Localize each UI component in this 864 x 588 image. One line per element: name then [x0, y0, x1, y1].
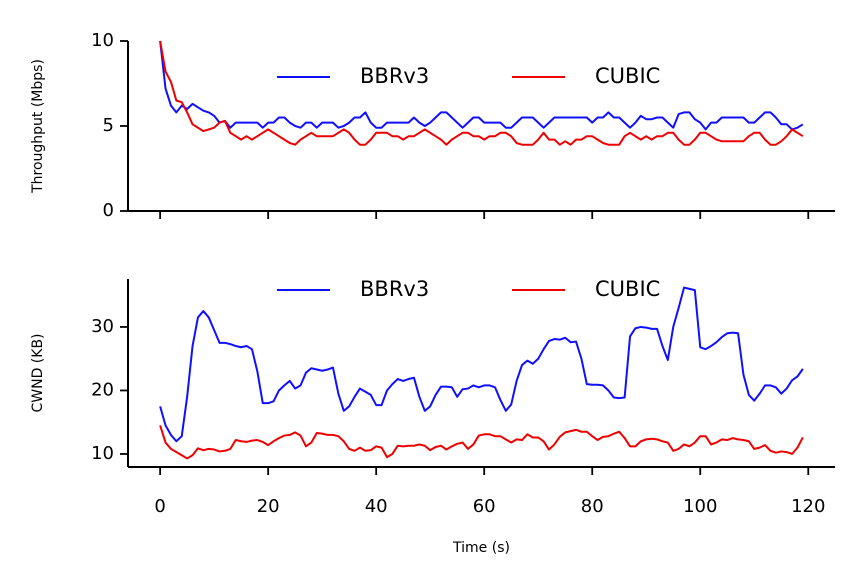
series-line [159, 40, 804, 131]
series-line [159, 40, 804, 146]
legend-label: CUBIC [595, 277, 660, 301]
series-line [159, 286, 804, 443]
x-tick-label: 80 [581, 496, 604, 517]
y-tick-label: 10 [91, 443, 114, 464]
series-line [159, 425, 804, 460]
legend-label: CUBIC [595, 64, 660, 88]
y-axis-label: CWND (KB) [30, 333, 46, 412]
y-tick-label: 10 [91, 30, 114, 51]
y-tick-label: 30 [91, 316, 114, 337]
x-tick-label: 40 [365, 496, 388, 517]
y-tick-label: 0 [103, 200, 114, 221]
x-axis-label: Time (s) [452, 540, 510, 556]
x-tick-label: 0 [154, 496, 165, 517]
y-tick-label: 20 [91, 379, 114, 400]
y-axis-label: Throughput (Mbps) [30, 59, 46, 194]
x-tick-label: 20 [257, 496, 280, 517]
legend-label: BBRv3 [360, 64, 429, 88]
legend-label: BBRv3 [360, 277, 429, 301]
y-tick-label: 5 [103, 115, 114, 136]
x-tick-label: 100 [683, 496, 717, 517]
x-tick-label: 60 [473, 496, 496, 517]
x-tick-label: 120 [791, 496, 825, 517]
